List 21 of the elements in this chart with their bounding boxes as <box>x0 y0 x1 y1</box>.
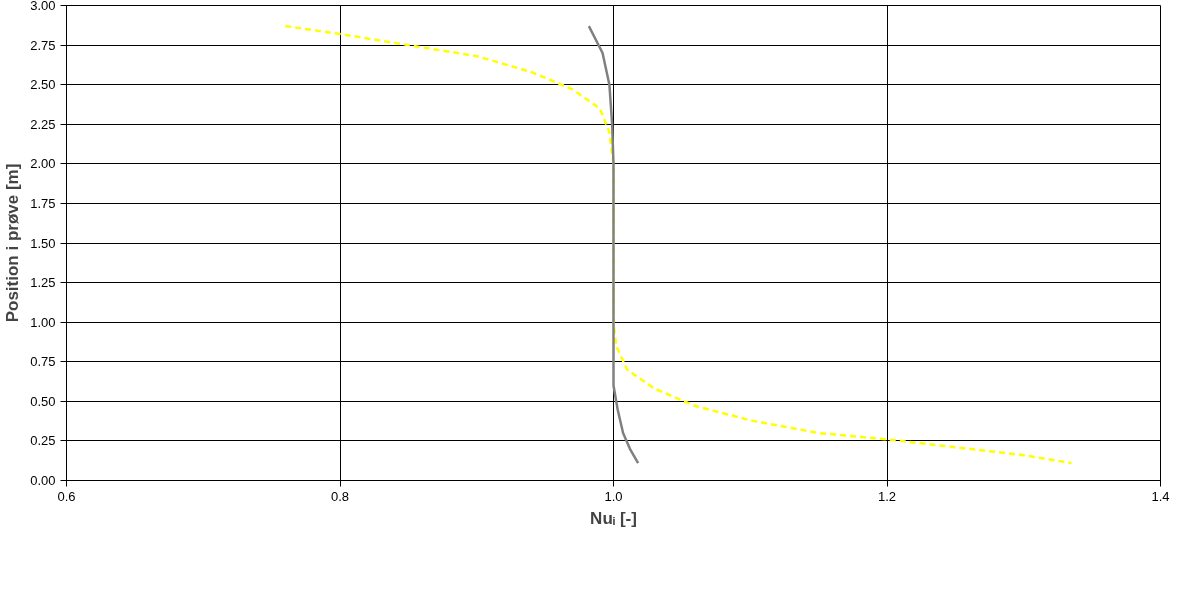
x-tick-label: 1.0 <box>604 488 623 504</box>
y-tick-label: 3.00 <box>30 0 56 13</box>
y-tick-label: 1.50 <box>30 235 56 251</box>
y-tick-label: 2.75 <box>30 37 56 53</box>
y-tick-label: 1.25 <box>30 275 56 291</box>
y-tick-label: 1.75 <box>30 195 56 211</box>
y-tick-label: 2.50 <box>30 77 56 93</box>
y-tick-label: 2.25 <box>30 116 56 132</box>
y-axis-title: Position i prøve [m] <box>3 163 23 323</box>
x-axis-title: Nuᵢ [-] <box>590 508 637 528</box>
x-tick-label: 1.2 <box>877 488 897 504</box>
x-tick-label: 0.6 <box>57 488 76 504</box>
x-tick-label: 1.4 <box>1151 488 1170 504</box>
line-series <box>587 24 640 465</box>
y-tick-label: 0.00 <box>30 473 56 488</box>
x-tick-label: 0.8 <box>330 488 350 504</box>
y-tick-label: 2.00 <box>30 156 56 172</box>
y-tick-label: 1.00 <box>30 314 56 330</box>
y-tick-label: 0.50 <box>30 393 56 409</box>
y-tick-label: 0.75 <box>30 354 56 370</box>
y-tick-label: 0.25 <box>30 433 56 449</box>
